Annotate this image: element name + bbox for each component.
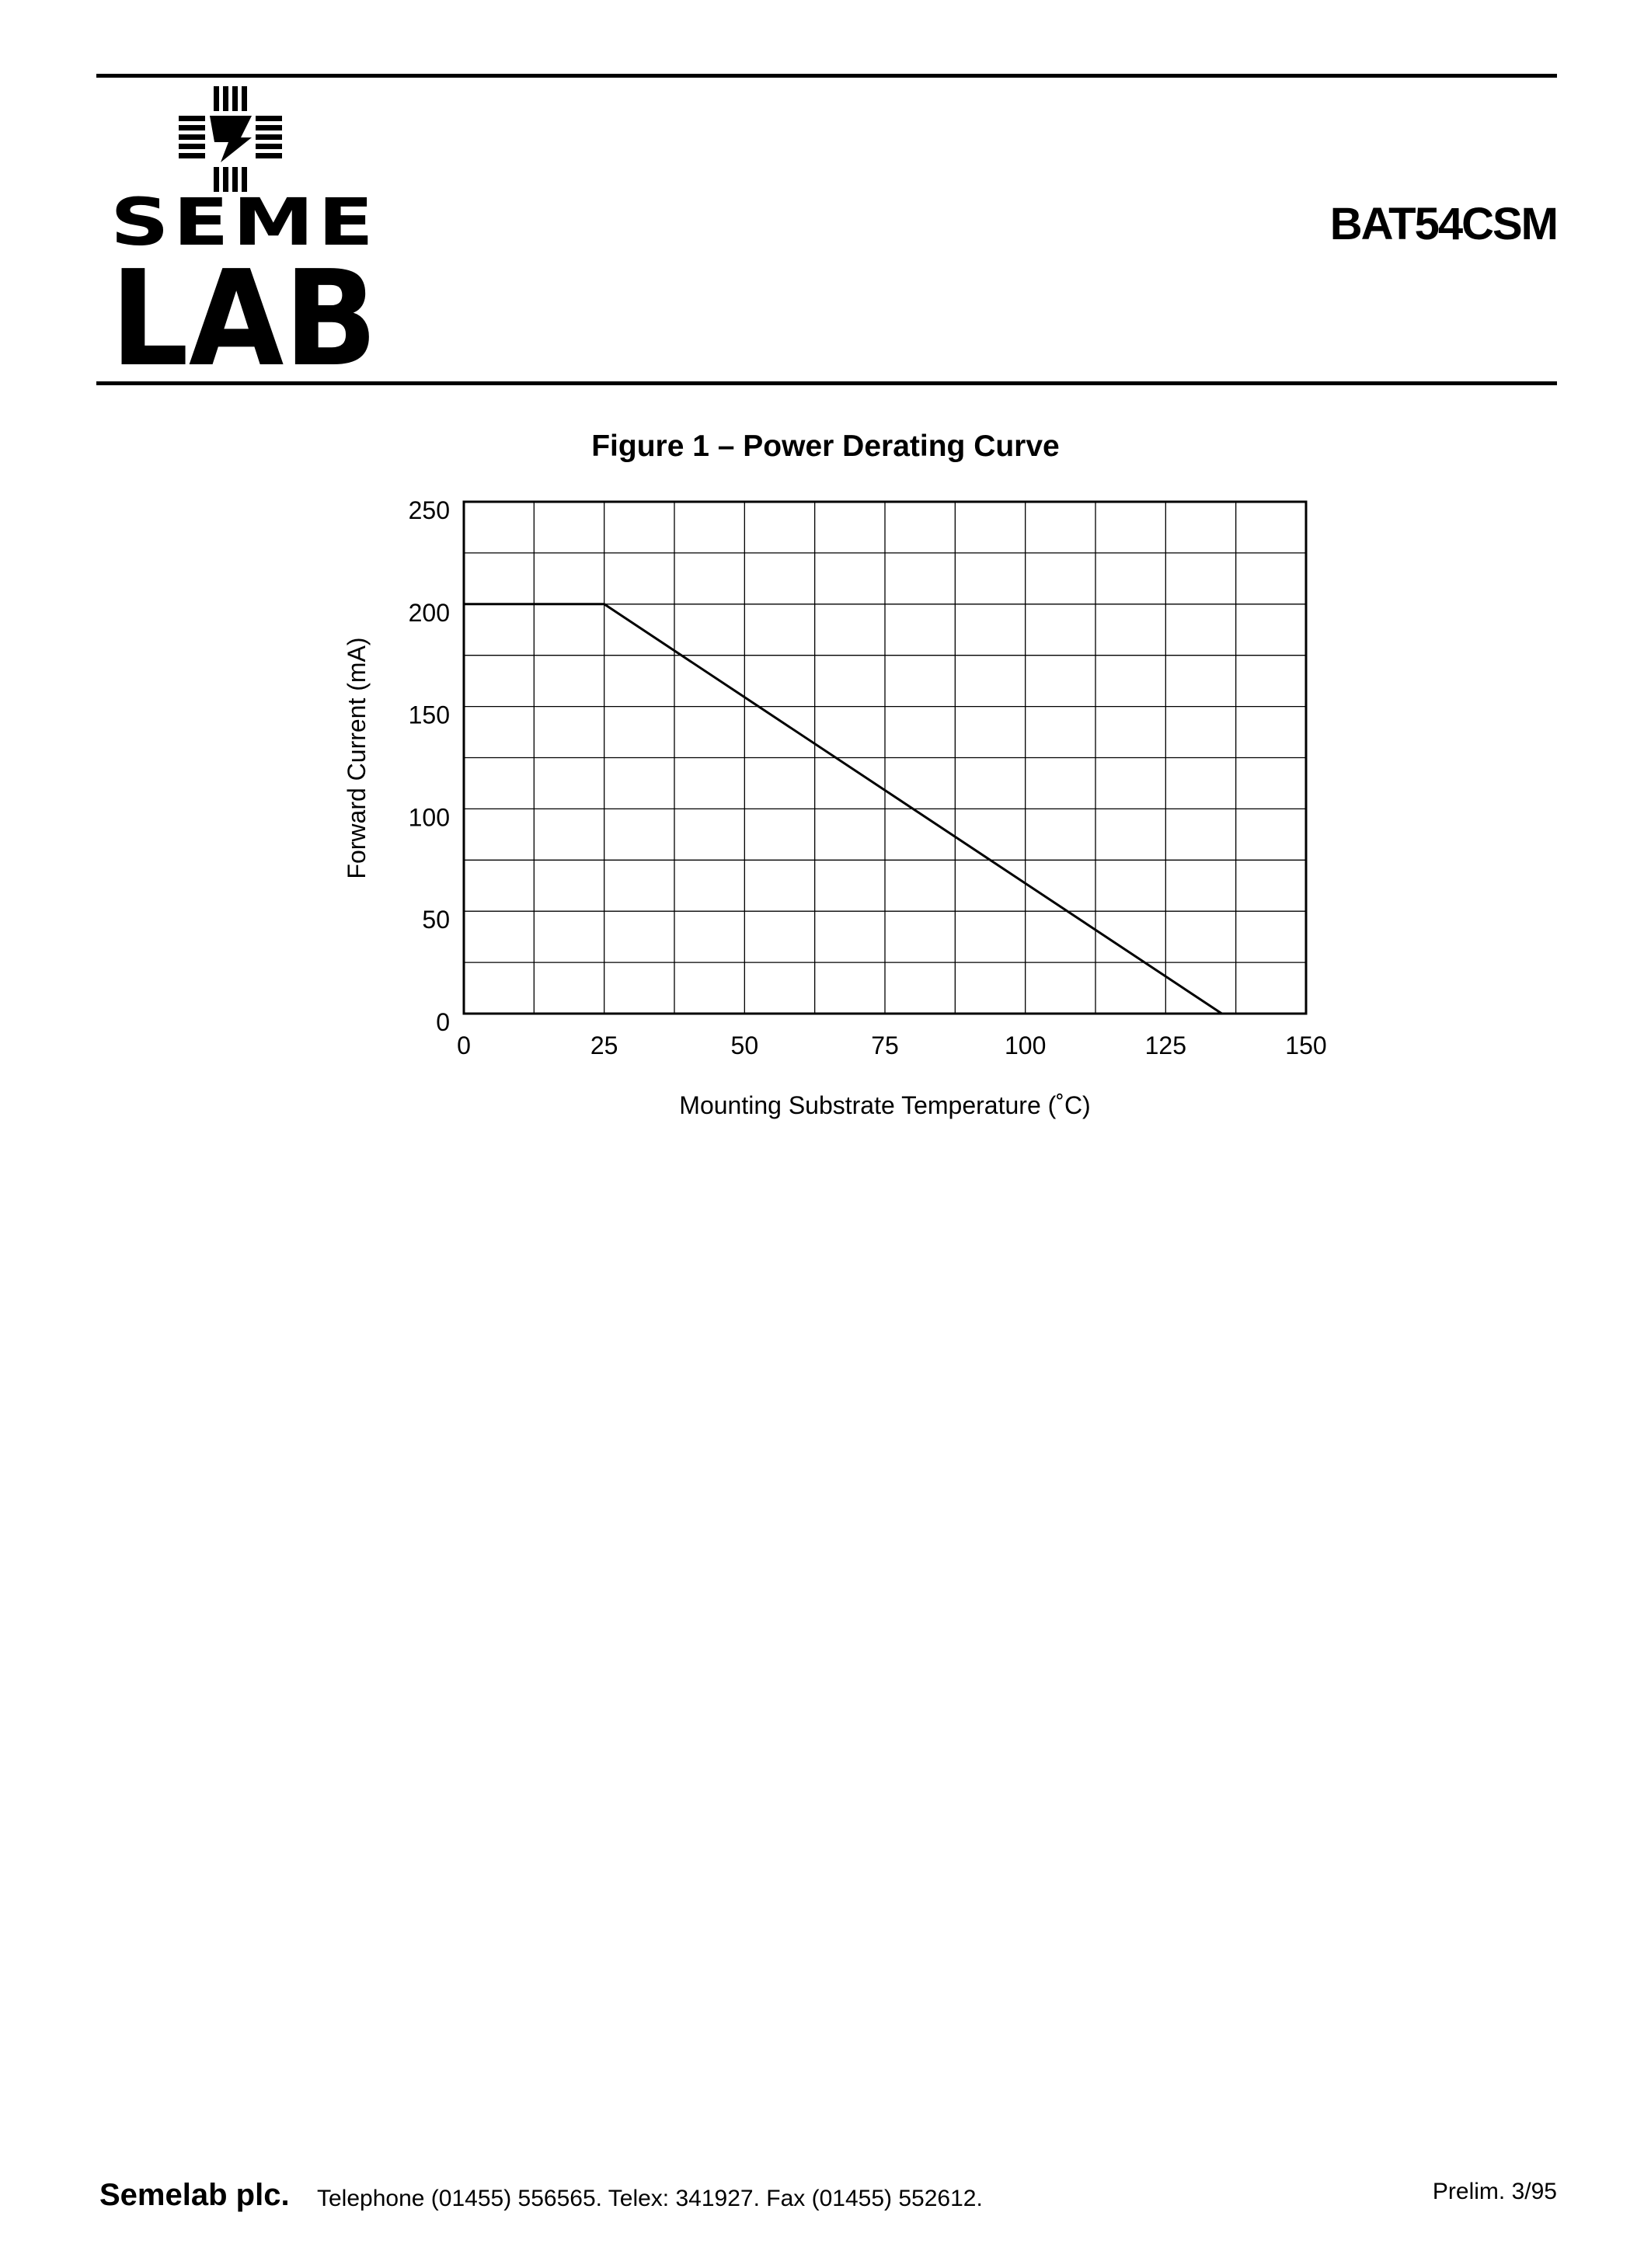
plot-frame	[462, 500, 1308, 1015]
header-bottom-rule	[96, 381, 1557, 385]
footer-company: Semelab plc.	[99, 2178, 290, 2212]
x-tick-label: 125	[1145, 1031, 1186, 1059]
semelab-logo: SEME LAB	[110, 86, 378, 369]
x-tick-label: 50	[731, 1031, 759, 1059]
y-tick-label: 50	[422, 906, 450, 934]
chart-series	[464, 603, 1223, 1015]
footer-contact: Telephone (01455) 556565. Telex: 341927.…	[317, 2186, 983, 2211]
logo-text-seme: SEME	[110, 184, 378, 260]
y-axis-label: Forward Current (mA)	[343, 637, 371, 878]
derating-curve	[464, 603, 1223, 1015]
x-tick-label: 100	[1005, 1031, 1046, 1059]
chart-grid	[464, 502, 1306, 1014]
footer-revision: Prelim. 3/95	[1432, 2179, 1557, 2204]
header-top-rule	[96, 74, 1557, 78]
y-tick-labels: 0 50 100 150 200 250	[409, 496, 450, 1036]
x-tick-label: 150	[1285, 1031, 1326, 1059]
power-derating-chart: 0 25 50 75 100 125 150 0 50 100 150 200 250 Mountin…	[343, 496, 1327, 1119]
logo-text-lab: LAB	[110, 242, 378, 369]
y-tick-label: 100	[409, 803, 450, 831]
y-tick-label: 250	[409, 496, 450, 524]
x-tick-labels: 0 25 50 75 100 125 150	[457, 1031, 1327, 1059]
part-number: BAT54CSM	[1329, 199, 1559, 249]
y-tick-label: 150	[409, 701, 450, 729]
x-tick-label: 0	[457, 1031, 471, 1059]
y-tick-label: 0	[436, 1008, 450, 1036]
y-tick-label: 200	[409, 599, 450, 627]
x-tick-label: 25	[590, 1031, 618, 1059]
x-axis-label: Mounting Substrate Temperature (˚C)	[679, 1091, 1090, 1119]
x-tick-label: 75	[871, 1031, 899, 1059]
figure-title: Figure 1 – Power Derating Curve	[591, 430, 1060, 463]
